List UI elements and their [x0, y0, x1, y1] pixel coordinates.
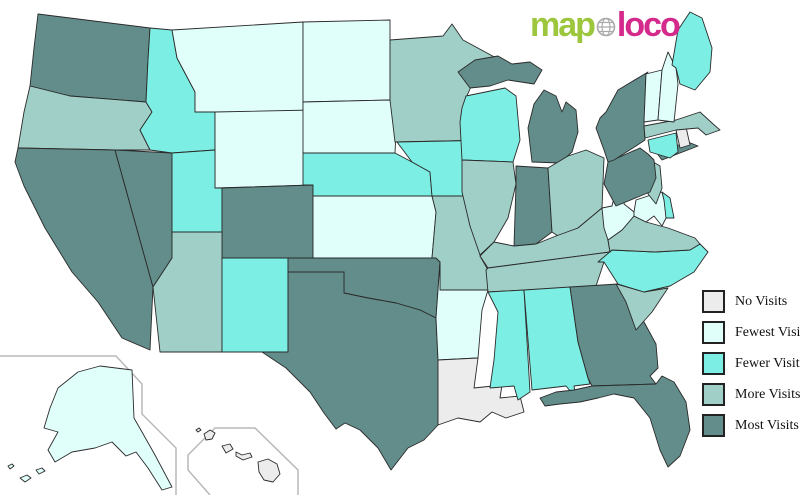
legend-label-fewest-visits: Fewest Visits — [735, 324, 800, 340]
state-florida — [539, 375, 691, 468]
state-kansas — [312, 195, 437, 259]
logo-word-loco: loco — [616, 6, 681, 44]
legend-row-no-visits: No Visits — [702, 290, 800, 313]
globe-icon — [596, 17, 616, 37]
legend-swatch-more-visits — [702, 383, 725, 406]
legend-label-more-visits: More Visits — [735, 386, 800, 402]
visits-legend: No Visits Fewest Visits Fewer Visits Mor… — [702, 290, 800, 445]
state-delaware — [661, 191, 675, 219]
state-maine — [671, 11, 713, 91]
state-louisiana — [437, 357, 525, 426]
legend-row-most-visits: Most Visits — [702, 414, 800, 437]
legend-swatch-most-visits — [702, 414, 725, 437]
state-massachusetts — [643, 111, 721, 139]
legend-label-no-visits: No Visits — [735, 293, 788, 309]
alaska-inset-frame — [0, 355, 177, 495]
state-wyoming — [214, 109, 314, 189]
legend-label-fewer-visits: Fewer Visits — [735, 355, 800, 371]
state-wisconsin — [459, 87, 521, 163]
legend-row-fewer-visits: Fewer Visits — [702, 352, 800, 375]
state-connecticut — [647, 132, 679, 159]
legend-swatch-fewer-visits — [702, 352, 725, 375]
state-pennsylvania — [603, 147, 657, 207]
state-alaska — [7, 365, 173, 491]
state-mississippi — [487, 289, 531, 401]
state-hawaii — [195, 427, 281, 483]
state-utah — [171, 149, 223, 233]
logo-word-map: map — [530, 6, 596, 44]
state-new-hampshire — [657, 51, 679, 123]
legend-row-more-visits: More Visits — [702, 383, 800, 406]
state-new-mexico — [221, 257, 289, 353]
state-texas — [261, 271, 439, 471]
state-indiana — [513, 165, 553, 247]
hawaii-inset-frame — [187, 427, 299, 495]
state-arizona — [152, 231, 223, 353]
state-minnesota — [389, 23, 501, 143]
state-michigan — [457, 55, 579, 164]
legend-swatch-fewest-visits — [702, 321, 725, 344]
maploco-logo[interactable]: map loco — [530, 6, 681, 44]
legend-swatch-no-visits — [702, 290, 725, 313]
state-south-dakota — [302, 99, 398, 154]
state-washington — [29, 13, 151, 103]
state-colorado — [221, 184, 314, 259]
state-north-dakota — [302, 19, 391, 103]
legend-row-fewest-visits: Fewest Visits — [702, 321, 800, 344]
legend-label-most-visits: Most Visits — [735, 417, 799, 433]
